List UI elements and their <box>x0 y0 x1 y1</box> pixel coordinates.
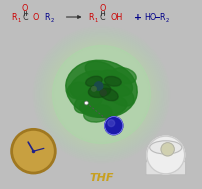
Circle shape <box>91 87 96 91</box>
Ellipse shape <box>85 76 102 86</box>
Ellipse shape <box>106 83 133 106</box>
Text: O: O <box>99 4 105 13</box>
Text: R: R <box>158 12 164 22</box>
Ellipse shape <box>79 94 126 117</box>
Ellipse shape <box>149 141 181 154</box>
Circle shape <box>100 90 106 95</box>
Text: 2: 2 <box>50 18 54 23</box>
Text: 1: 1 <box>17 18 21 23</box>
Text: THF: THF <box>89 173 113 183</box>
Circle shape <box>94 82 102 90</box>
Text: O: O <box>32 12 38 22</box>
Text: R: R <box>44 12 50 22</box>
Text: C: C <box>99 12 105 22</box>
Ellipse shape <box>65 60 137 117</box>
Ellipse shape <box>99 88 118 101</box>
Circle shape <box>146 136 184 174</box>
Circle shape <box>13 130 54 172</box>
Ellipse shape <box>83 105 111 122</box>
Text: O: O <box>22 4 28 13</box>
Ellipse shape <box>104 76 121 86</box>
Text: R: R <box>11 12 16 22</box>
Ellipse shape <box>97 70 132 96</box>
Text: OH: OH <box>110 12 122 22</box>
Circle shape <box>107 120 114 127</box>
Text: 2: 2 <box>165 18 168 23</box>
Text: +: + <box>134 12 142 22</box>
FancyBboxPatch shape <box>145 162 185 175</box>
Circle shape <box>104 117 122 135</box>
Ellipse shape <box>88 84 110 98</box>
Ellipse shape <box>112 68 136 84</box>
Circle shape <box>160 143 173 156</box>
Text: 1: 1 <box>94 18 98 23</box>
Ellipse shape <box>67 82 90 99</box>
Text: HO: HO <box>143 12 156 22</box>
Circle shape <box>52 46 150 143</box>
Text: C: C <box>22 12 28 22</box>
Ellipse shape <box>85 61 117 82</box>
Text: R: R <box>88 12 93 22</box>
Circle shape <box>84 101 88 105</box>
Ellipse shape <box>70 71 110 99</box>
Ellipse shape <box>74 91 102 113</box>
